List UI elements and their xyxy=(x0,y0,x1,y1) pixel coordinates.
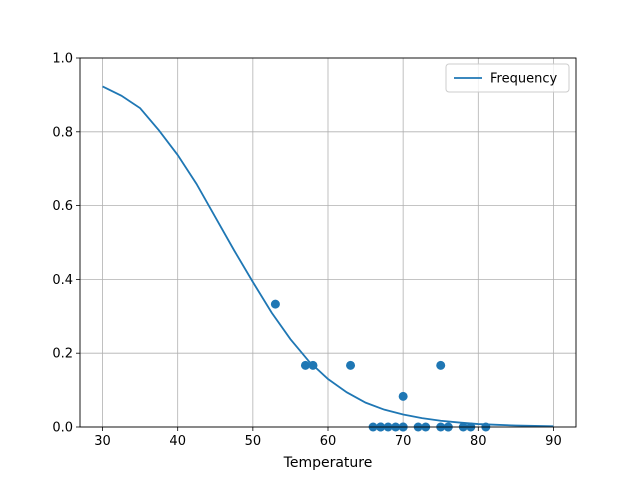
x-axis-ticks: 30 40 50 60 70 80 90 xyxy=(94,427,562,449)
scatter-point xyxy=(300,360,310,370)
scatter-point xyxy=(346,360,356,370)
y-tick-label: 0.4 xyxy=(52,273,73,288)
legend-label: Frequency xyxy=(490,72,557,87)
legend: Frequency xyxy=(445,63,570,93)
x-tick-label: 30 xyxy=(94,434,111,449)
y-tick-label: 0.2 xyxy=(52,347,73,362)
x-tick-label: 50 xyxy=(245,434,262,449)
x-tick-label: 90 xyxy=(545,434,562,449)
y-axis-ticks: 0.0 0.2 0.4 0.6 0.8 1.0 xyxy=(52,52,80,436)
scatter-point xyxy=(270,299,280,309)
x-tick-label: 40 xyxy=(169,434,186,449)
scatter-point xyxy=(436,360,446,370)
legend-box xyxy=(445,63,570,93)
y-tick-label: 0.8 xyxy=(52,125,73,140)
y-tick-label: 0.0 xyxy=(52,421,73,436)
x-tick-label: 60 xyxy=(320,434,337,449)
scatter-point xyxy=(308,360,318,370)
y-tick-label: 1.0 xyxy=(52,52,73,67)
frequency-line xyxy=(102,85,554,428)
scatter-point xyxy=(398,391,408,401)
y-tick-label: 0.6 xyxy=(52,199,73,214)
x-tick-label: 70 xyxy=(395,434,412,449)
x-axis-label: Temperature xyxy=(283,455,373,471)
plot-frame xyxy=(79,57,577,428)
x-tick-label: 80 xyxy=(470,434,487,449)
